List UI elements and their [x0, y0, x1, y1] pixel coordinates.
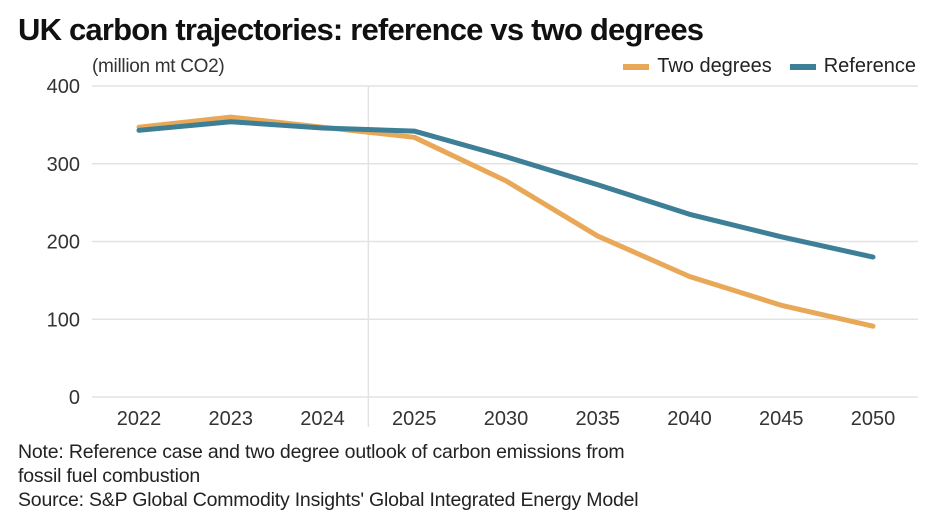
x-tick-label: 2035 — [576, 408, 621, 430]
y-tick-label: 100 — [47, 309, 80, 331]
x-tick-label: 2040 — [667, 408, 712, 430]
legend-swatch-reference — [789, 63, 816, 70]
legend-item-two-degrees: Two degrees — [623, 55, 772, 78]
x-tick-label: 2023 — [209, 408, 254, 430]
y-tick-label: 400 — [47, 76, 80, 98]
y-tick-label: 0 — [69, 387, 80, 409]
series-line-reference — [136, 119, 876, 260]
source-line: Source: S&P Global Commodity Insights' G… — [18, 489, 639, 511]
legend-swatch-two-degrees — [623, 63, 650, 70]
x-tick-label: 2022 — [117, 408, 162, 430]
x-tick-label: 2024 — [300, 408, 345, 430]
x-tick-label: 2045 — [759, 408, 804, 430]
y-axis-unit-label: (million mt CO2) — [92, 56, 225, 77]
y-tick-label: 200 — [47, 232, 80, 254]
legend-item-reference: Reference — [789, 55, 916, 78]
note-line-2: fossil fuel combustion — [18, 465, 201, 487]
chart-notes: Note: Reference case and two degree outl… — [18, 440, 639, 512]
y-tick-label: 300 — [47, 154, 80, 176]
x-tick-label: 2030 — [484, 408, 529, 430]
chart-title: UK carbon trajectories: reference vs two… — [18, 12, 704, 47]
legend-label-two-degrees: Two degrees — [657, 55, 772, 77]
x-tick-label: 2025 — [392, 408, 437, 430]
series-line-two-degrees — [136, 114, 876, 329]
legend: Two degrees Reference — [623, 55, 916, 78]
legend-label-reference: Reference — [823, 55, 916, 77]
note-line-1: Note: Reference case and two degree outl… — [18, 441, 625, 463]
x-tick-label: 2050 — [851, 408, 896, 430]
